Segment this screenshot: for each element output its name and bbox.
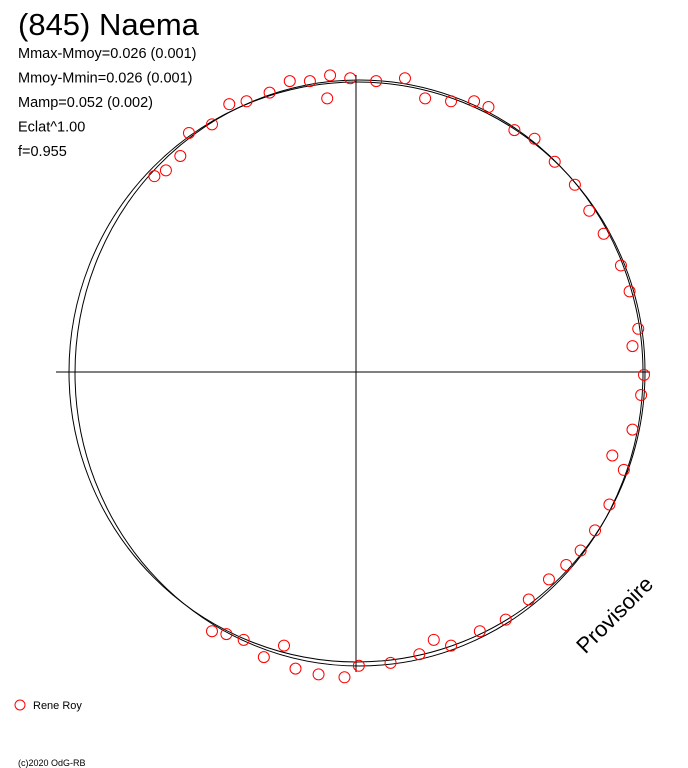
footer: (c)2020 OdG-RB xyxy=(18,758,86,768)
data-point xyxy=(597,227,610,240)
data-point xyxy=(220,628,233,641)
data-point xyxy=(445,639,458,652)
legend-label: Rene Roy xyxy=(33,700,82,712)
data-point xyxy=(289,662,302,675)
data-point xyxy=(626,423,639,436)
watermark: Provisoire xyxy=(571,571,658,658)
data-point xyxy=(589,524,602,537)
data-point xyxy=(528,132,541,145)
data-point xyxy=(240,95,253,108)
data-point xyxy=(617,463,630,476)
data-point xyxy=(174,150,187,162)
data-point xyxy=(148,170,161,183)
data-point xyxy=(398,72,411,85)
data-point xyxy=(344,72,357,85)
data-point xyxy=(635,389,648,402)
data-point xyxy=(626,340,639,353)
data-point xyxy=(278,639,290,652)
data-point xyxy=(283,75,296,88)
data-point xyxy=(583,204,596,217)
data-point xyxy=(206,118,218,131)
data-point xyxy=(413,648,426,661)
data-point xyxy=(522,593,535,606)
data-point xyxy=(574,544,587,557)
model-curve xyxy=(68,81,646,663)
data-point xyxy=(321,92,334,105)
data-point xyxy=(548,155,561,168)
chart-title: (845) Naema xyxy=(18,7,200,42)
data-point xyxy=(473,625,486,638)
data-point xyxy=(499,613,512,626)
legend-marker xyxy=(14,699,26,711)
data-point xyxy=(568,178,581,191)
data-point xyxy=(159,164,172,177)
data-point xyxy=(638,368,650,381)
data-point xyxy=(419,92,432,105)
data-point xyxy=(237,633,250,646)
data-point xyxy=(482,101,495,114)
annotation: Mamp=0.052 (0.002) xyxy=(18,95,153,111)
data-point xyxy=(324,69,337,82)
data-point xyxy=(468,95,481,108)
data-point xyxy=(560,558,573,571)
annotation: Mmoy-Mmin=0.026 (0.001) xyxy=(18,71,192,87)
data-point xyxy=(206,625,218,638)
data-point xyxy=(352,659,365,672)
data-point xyxy=(632,322,645,335)
data-point xyxy=(445,95,458,108)
data-point xyxy=(623,285,636,298)
data-point xyxy=(542,573,555,586)
data-point xyxy=(508,124,521,137)
data-point xyxy=(257,651,270,664)
data-point xyxy=(384,656,397,669)
data-point xyxy=(370,75,383,88)
model-curve xyxy=(74,79,644,667)
data-point xyxy=(223,98,236,111)
data-point xyxy=(427,633,440,646)
data-point xyxy=(606,449,619,462)
annotation: Mmax-Mmoy=0.026 (0.001) xyxy=(18,46,197,62)
data-point xyxy=(312,668,325,681)
annotation: f=0.955 xyxy=(18,144,67,160)
annotation: Eclat^1.00 xyxy=(18,120,85,136)
data-point xyxy=(182,126,195,139)
data-point xyxy=(603,498,616,511)
data-point xyxy=(614,259,627,272)
data-point xyxy=(303,75,316,88)
data-point xyxy=(338,671,351,684)
data-point xyxy=(263,86,276,99)
